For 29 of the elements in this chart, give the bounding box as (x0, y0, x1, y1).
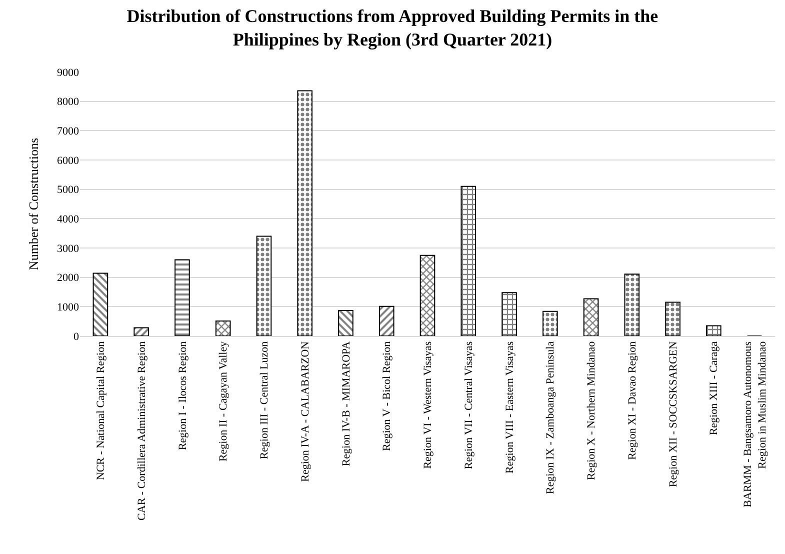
x-tick-label: BARMM - Bangsamoro Autonomous Region in Muslim Mindanao (742, 340, 768, 508)
y-tick-label: 8000 (57, 96, 80, 108)
y-axis-title: Number of Constructions (26, 138, 41, 270)
x-tick-label: Region IV-B - MIMAROPA (340, 341, 352, 466)
y-tick-label: 6000 (57, 154, 80, 167)
x-tick-label: Region V - Bicol Region (381, 340, 394, 451)
y-tick-label: 2000 (57, 272, 80, 284)
x-tick-label: CAR - Cordillera Administrative Region (136, 340, 148, 520)
x-tick-label: Region XIII - Caraga (708, 341, 720, 436)
y-tick-label: 5000 (57, 184, 80, 196)
y-tick-label: 4000 (57, 214, 80, 226)
x-tick-label: Region XII - SOCCSKSARGEN (667, 341, 680, 488)
x-tick-label: Region VII - Central Visayas (462, 341, 475, 470)
x-tick-label: Region II - Cagayan Valley (218, 340, 230, 462)
y-tick-label: 7000 (57, 126, 80, 138)
chart-title: Distribution of Constructions from Approved Building Permits in the Philippines by Region (3rd Quarter 2021) (126, 6, 658, 50)
x-tick-label: Region I - Ilocos Region (176, 340, 189, 450)
x-tick-label: Region VI - Western Visayas (422, 341, 434, 469)
x-tick-label: Region III - Central Luzon (258, 340, 271, 460)
y-tick-label: 9000 (57, 66, 80, 79)
y-tick-label: 1000 (57, 302, 80, 314)
x-tick-label: Region IV-A - CALABARZON (299, 341, 312, 482)
x-tick-label: Region XI - Davao Region (626, 340, 638, 460)
y-tick-label: 0 (74, 330, 80, 343)
x-tick-label: Region VIII - Eastern Visayas (504, 341, 516, 474)
x-tick-label: NCR - National Capital Region (95, 340, 108, 480)
x-tick-label: Region X - Northern Mindanao (586, 340, 598, 480)
x-tick-label: Region IX - Zamboanga Peninsula (544, 341, 557, 494)
y-tick-label: 3000 (57, 242, 80, 255)
